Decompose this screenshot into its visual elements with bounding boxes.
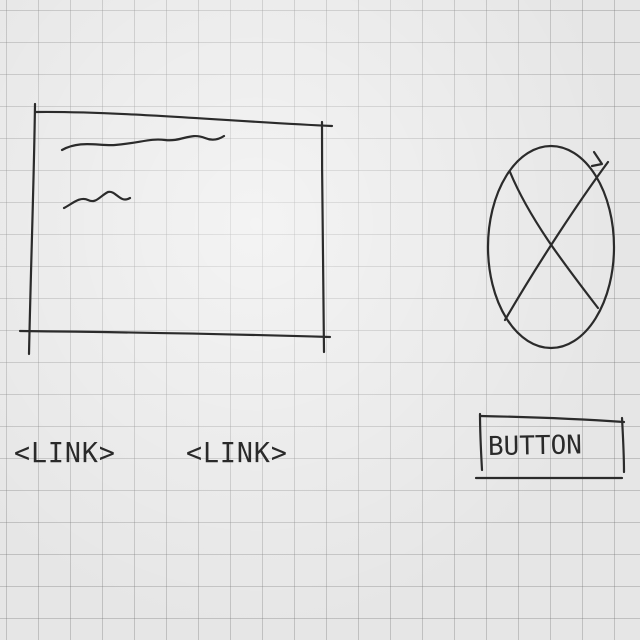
image-placeholder-cross-1 xyxy=(508,170,600,310)
squiggle-text-line-2 xyxy=(62,190,132,210)
content-box xyxy=(18,102,334,356)
image-placeholder xyxy=(486,144,616,350)
button-top-edge xyxy=(478,414,626,424)
content-box-left-edge xyxy=(27,102,37,356)
image-placeholder-icon xyxy=(486,144,616,350)
image-placeholder-tick xyxy=(590,150,604,168)
squiggle-text-line-1 xyxy=(60,134,226,152)
image-placeholder-cross-2 xyxy=(503,160,610,322)
link-1[interactable]: <LINK> xyxy=(14,436,116,469)
button-right-edge xyxy=(620,416,626,474)
button-left-edge xyxy=(478,412,484,472)
content-box-right-edge xyxy=(320,120,326,354)
button-label: BUTTON xyxy=(487,430,583,462)
content-box-top-edge xyxy=(34,110,334,128)
link-2[interactable]: <LINK> xyxy=(186,436,288,469)
content-box-bottom-edge xyxy=(18,329,332,339)
button-outline xyxy=(474,412,626,480)
image-placeholder-circle xyxy=(486,144,616,350)
